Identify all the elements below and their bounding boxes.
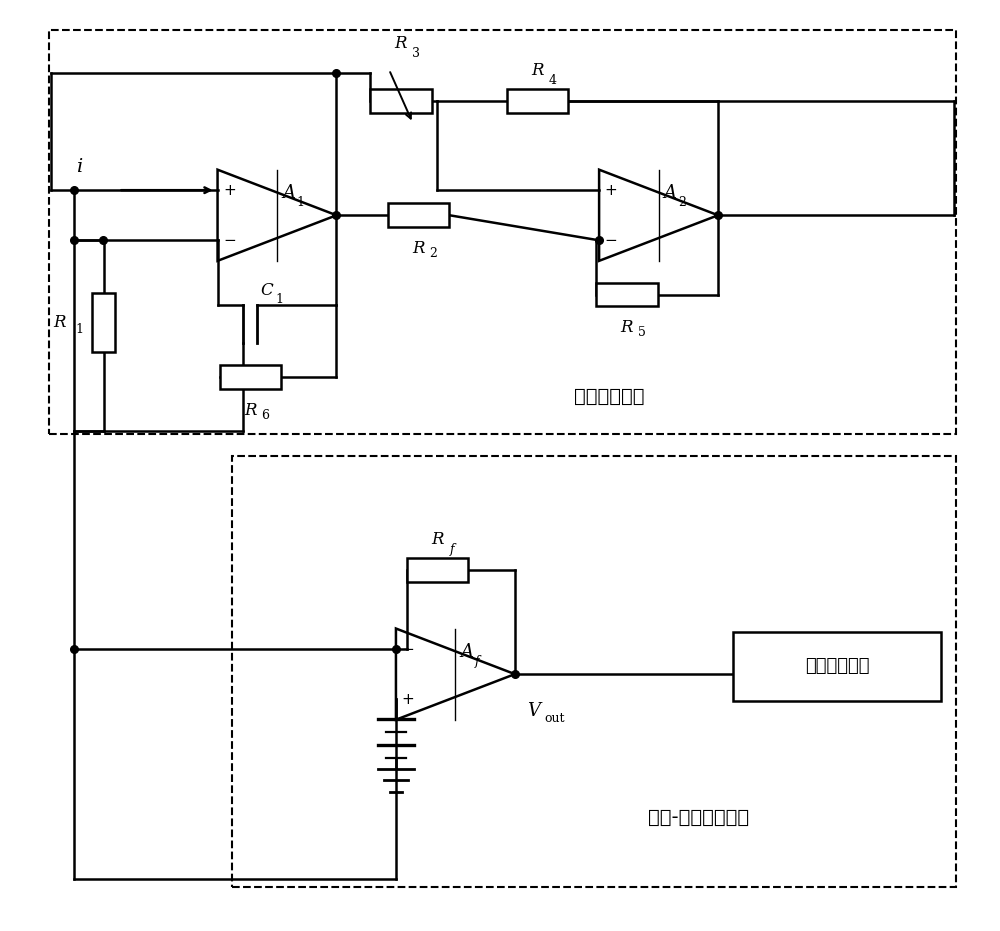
Bar	[407, 559, 468, 582]
Bar	[370, 89, 432, 114]
Text: out: out	[545, 712, 565, 724]
Bar	[507, 89, 568, 114]
Bar	[49, 30, 956, 434]
Text: 1: 1	[297, 196, 305, 209]
Text: A: A	[664, 184, 677, 202]
Text: 4: 4	[549, 74, 557, 88]
Bar	[733, 631, 941, 701]
Text: f: f	[475, 655, 480, 668]
Text: 2: 2	[430, 247, 438, 260]
Text: +: +	[223, 182, 236, 197]
Text: R: R	[412, 240, 425, 257]
Text: V: V	[527, 702, 540, 720]
Text: 1: 1	[76, 323, 84, 336]
Text: −: −	[223, 233, 236, 248]
Text: A: A	[460, 643, 473, 661]
Text: R: R	[244, 401, 257, 419]
Text: 3: 3	[412, 47, 420, 60]
Text: C: C	[260, 282, 273, 300]
Bar	[232, 456, 956, 887]
Text: 6: 6	[261, 409, 269, 422]
Text: R: R	[53, 314, 66, 331]
Bar	[92, 292, 115, 352]
Text: 1: 1	[275, 293, 283, 306]
Text: f: f	[450, 543, 455, 556]
Text: 信号后续处理: 信号后续处理	[805, 657, 869, 675]
Bar	[388, 203, 449, 227]
Text: R: R	[531, 62, 544, 79]
Text: 电流-电压转换电路: 电流-电压转换电路	[648, 808, 749, 828]
Text: R: R	[395, 34, 407, 52]
Text: R: R	[431, 532, 444, 548]
Text: A: A	[282, 184, 295, 202]
Text: i: i	[76, 158, 82, 176]
Text: +: +	[605, 182, 617, 197]
Text: 虚拟电感模块: 虚拟电感模块	[574, 387, 644, 406]
Text: +: +	[401, 692, 414, 707]
Text: R: R	[621, 319, 633, 336]
Text: −: −	[401, 641, 414, 656]
Bar	[220, 365, 281, 389]
Text: 2: 2	[678, 196, 686, 209]
Text: 5: 5	[638, 326, 646, 339]
Text: −: −	[605, 233, 617, 248]
Bar	[596, 283, 658, 306]
